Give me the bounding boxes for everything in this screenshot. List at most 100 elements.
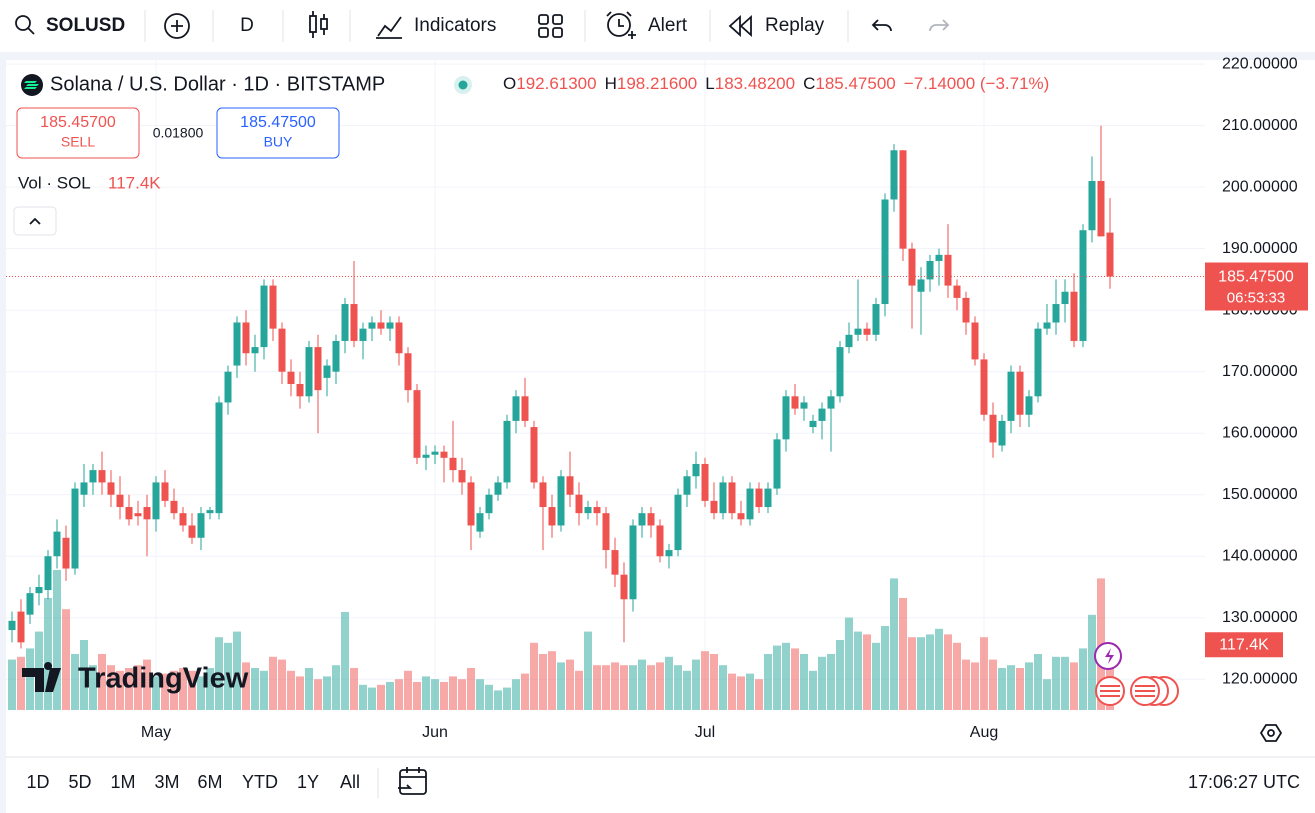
settings-icon	[1267, 729, 1275, 737]
interval[interactable]: D	[240, 15, 254, 36]
grid-icon	[538, 14, 549, 25]
candle-body	[665, 550, 673, 557]
volume-bar	[377, 684, 385, 710]
collapse-button[interactable]	[13, 206, 57, 236]
calendar-icon	[398, 767, 426, 789]
volume-bar	[26, 648, 34, 710]
settings-button[interactable]	[1259, 724, 1283, 742]
chart-title: Solana / U.S. Dollar · 1D · BITSTAMP	[50, 73, 385, 95]
volume-bar	[440, 682, 448, 710]
candle-body	[206, 510, 214, 514]
timeframes: 1D 5D 1M 3M 6M YTD 1Y All	[26, 772, 360, 792]
compare-button[interactable]	[164, 13, 190, 39]
volume-bar	[269, 656, 277, 710]
volume-bar	[314, 679, 322, 710]
candle-body	[674, 494, 682, 551]
candle-body	[170, 500, 178, 514]
volume-bar	[116, 670, 124, 710]
volume-bar	[107, 665, 115, 710]
volume-bar	[512, 679, 520, 710]
ohlc-key: L	[705, 74, 714, 93]
layouts-button[interactable]	[538, 14, 563, 38]
candle-body	[98, 470, 106, 483]
chart-type-button[interactable]	[309, 11, 328, 38]
redo-button[interactable]	[929, 19, 950, 32]
volume-bar	[494, 690, 502, 710]
candle-body	[1088, 181, 1096, 231]
indicators-button[interactable]: Indicators	[376, 15, 496, 39]
volume-bar	[1007, 665, 1015, 710]
volume-bar	[170, 670, 178, 710]
timeframe-button[interactable]: 1D	[26, 772, 49, 792]
candle-body	[503, 420, 511, 483]
volume-bar	[224, 642, 232, 710]
alert-button[interactable]: Alert	[606, 11, 688, 39]
date-range-button[interactable]	[398, 767, 427, 795]
candle-body	[980, 359, 988, 415]
plot: 120.00000 130.00000 140.00000 150.00000 160.…	[6, 55, 1308, 741]
candle-body	[944, 254, 952, 286]
candle-body	[782, 396, 790, 440]
candle-body	[1016, 371, 1024, 415]
volume-bar	[278, 659, 286, 710]
candle-body	[476, 513, 484, 532]
volume-bar	[215, 637, 223, 710]
candle-body	[53, 531, 61, 557]
volume-bar	[476, 679, 484, 710]
candle-body	[521, 396, 529, 421]
candle-body	[431, 451, 439, 455]
timeframe-button[interactable]: 3M	[154, 772, 179, 792]
sell-button[interactable]: 185.45700 SELL	[16, 107, 140, 159]
candle-body	[62, 537, 70, 569]
volume-bar	[890, 578, 898, 710]
y-tick-label: 220.00000	[1222, 55, 1298, 72]
buy-button[interactable]: 185.47500 BUY	[216, 107, 340, 159]
symbol-search[interactable]: SOLUSD	[15, 15, 125, 36]
search-icon	[15, 15, 31, 31]
timeframe-button[interactable]: YTD	[242, 772, 278, 792]
volume-bar	[701, 651, 709, 710]
volume-bar	[539, 654, 547, 710]
candle-body	[602, 513, 610, 551]
volume-bar	[1016, 668, 1024, 710]
y-tick-label: 210.00000	[1222, 117, 1298, 134]
economic-events[interactable]	[1095, 676, 1179, 706]
countdown: 06:53:33	[1227, 289, 1285, 306]
volume-bar	[89, 665, 97, 710]
candle-body	[134, 513, 142, 517]
candle-body	[530, 427, 538, 483]
volume-bar	[1043, 679, 1051, 710]
candle-body	[827, 396, 835, 409]
candle-body	[719, 482, 727, 514]
volume-bar	[593, 665, 601, 710]
timeframe-button[interactable]: 1M	[110, 772, 135, 792]
timeframe-button[interactable]: 6M	[197, 772, 222, 792]
undo-button[interactable]	[871, 19, 892, 32]
timeframe-button[interactable]: 1Y	[297, 772, 319, 792]
volume-bar	[422, 676, 430, 710]
volume-bar	[359, 684, 367, 710]
candle-body	[395, 322, 403, 354]
volume-bar	[629, 665, 637, 710]
ohlc-key: H	[605, 74, 617, 93]
candle-body	[179, 513, 187, 526]
timeframe-button[interactable]: 5D	[68, 772, 91, 792]
volume-bar	[989, 659, 997, 710]
volume-bar	[998, 668, 1006, 710]
volume-bar	[206, 668, 214, 710]
volume-bar	[8, 659, 16, 710]
buy-box	[216, 107, 340, 159]
candle-body	[413, 390, 421, 458]
volume-bar	[179, 668, 187, 710]
replay-button[interactable]: Replay	[728, 14, 825, 38]
volume-value: 117.4K	[108, 173, 161, 192]
symbol-logo	[24, 81, 39, 89]
timeframe-button[interactable]: All	[340, 772, 360, 792]
y-tick-label: 170.00000	[1222, 363, 1298, 380]
volume-bar	[143, 659, 151, 710]
candle-body	[467, 482, 475, 526]
candle-body	[233, 322, 241, 366]
volume-bar	[449, 676, 457, 710]
